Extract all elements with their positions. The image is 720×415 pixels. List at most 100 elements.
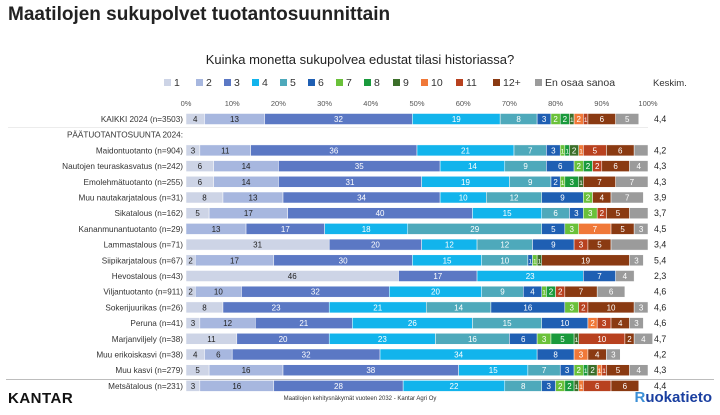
data-label-r4-s6: 2 [553,178,558,187]
x-tick-label-7: 70% [502,99,517,108]
data-label-r12-s12: 10 [607,303,616,312]
data-label-r15-s6: 8 [553,351,558,360]
data-label-r17-s9: 1 [575,384,579,391]
row-label-3: Nautojen teuraskasvatus (n=242) [62,162,183,171]
data-label-r6-s3: 40 [376,209,385,218]
data-label-r14-s4: 23 [378,335,387,344]
data-label-r16-s5: 7 [542,366,547,375]
legend-swatch-8 [364,79,371,86]
data-label-r3-s12: 6 [613,162,618,171]
data-label-r11-s5: 9 [500,288,505,297]
data-label-r13-s5: 15 [503,319,512,328]
legend-swatch-3 [224,79,231,86]
ruokatieto-logo: Ruokatieto [634,389,712,406]
data-label-r0-s11: 1 [584,117,588,124]
data-label-r6-s4: 15 [503,209,512,218]
group-header: PÄÄTUOTANTOSUUNTA 2024: [67,130,183,140]
data-label-r9-s13: 3 [634,256,639,265]
data-label-r7-s5: 29 [470,225,479,234]
data-label-r9-s4: 15 [443,256,452,265]
data-label-r2-s6: 3 [551,146,556,155]
data-label-r5-s3: 34 [357,194,366,203]
data-label-r11-s4: 20 [431,288,440,297]
data-label-r11-s8: 2 [549,288,554,297]
bar-segment-r4-s13 [615,176,649,188]
data-label-r9-s2: 17 [230,256,239,265]
data-label-r17-s11: 6 [595,382,600,391]
data-label-r16-s6: 3 [565,366,570,375]
bar-segment-r7-s13 [633,223,649,235]
data-label-r13-s2: 12 [223,319,232,328]
mean-value-15: 4,2 [654,350,666,360]
data-label-r8-s1: 31 [253,241,262,250]
data-label-r12-s5: 14 [454,303,463,312]
data-label-r15-s1: 4 [193,351,198,360]
data-label-r10-s4: 23 [526,272,535,281]
legend-swatch-7 [336,79,343,86]
mean-value-10: 2,3 [654,271,666,281]
bar-segment-r6-s13 [629,207,649,219]
data-label-r12-s7: 3 [570,303,575,312]
data-label-r3-s11: 2 [595,162,600,171]
legend-swatch-12 [493,79,500,86]
data-label-r15-s3: 32 [302,351,311,360]
data-label-r11-s3: 32 [311,288,320,297]
data-label-r3-s6: 6 [558,162,563,171]
data-label-r14-s9: 1 [575,337,579,344]
data-label-r2-s8: 1 [565,148,569,155]
legend-label-7: 7 [346,77,352,89]
data-label-r13-s13: 3 [634,319,639,328]
data-label-r8-s11: 3 [579,241,584,250]
data-label-r16-s7: 2 [576,366,581,375]
data-label-r15-s13: 3 [611,351,616,360]
data-label-r8-s4: 12 [445,241,454,250]
legend-label-5: 5 [290,77,296,89]
data-label-r9-s1: 2 [188,256,193,265]
data-label-r3-s13: 4 [637,162,642,171]
data-label-r13-s11: 3 [602,319,607,328]
data-label-r3-s2: 14 [242,162,251,171]
data-label-r0-s5: 8 [516,115,521,124]
data-label-r16-s8: 1 [584,368,588,375]
data-label-r17-s8: 2 [567,382,572,391]
data-label-r11-s13: 6 [609,288,614,297]
data-label-r16-s13: 4 [637,366,642,375]
data-label-r7-s13: 3 [639,225,644,234]
row-label-10: Hevostalous (n=43) [112,272,183,281]
footer-divider [6,379,714,380]
mean-value-9: 5,4 [654,255,666,265]
data-label-r15-s10: 3 [579,351,584,360]
data-label-r17-s10: 1 [579,384,583,391]
data-label-r4-s9: 1 [579,180,583,187]
row-label-5: Muu nautakarjatalous (n=31) [79,194,184,203]
x-tick-label-3: 30% [317,99,332,108]
data-label-r2-s12: 6 [618,146,623,155]
bar-segment-r10-s13 [615,270,635,282]
bar-segment-r13-s13 [629,317,644,329]
data-label-r13-s3: 21 [299,319,308,328]
x-tick-label-0: 0% [181,99,192,108]
data-label-r0-s6: 3 [542,115,547,124]
row-label-7: Kananmunantuotanto (n=29) [79,225,184,234]
row-label-12: Sokerijuurikas (n=26) [105,303,183,312]
mean-value-0: 4,4 [654,114,666,124]
data-label-r2-s7: 1 [561,148,565,155]
bar-segment-r2-s13 [633,144,649,157]
data-label-r14-s11: 10 [597,335,606,344]
mean-value-7: 4,5 [654,224,666,234]
mean-value-16: 4,3 [654,365,666,375]
data-label-r6-s7: 3 [588,209,593,218]
bar-segment-r3-s13 [629,160,649,172]
data-label-r15-s2: 6 [216,351,221,360]
data-label-r7-s2: 13 [212,225,221,234]
row-label-11: Viljantuotanto (n=911) [103,288,183,297]
ruokatieto-logo-r: R [634,389,646,406]
data-label-r0-s13: 5 [625,115,630,124]
data-label-r4-s5: 9 [528,178,533,187]
data-label-r9-s9: 1 [538,258,542,265]
data-label-r11-s6: 4 [530,288,535,297]
row-label-17: Metsätalous (n=231) [108,382,183,391]
legend-label-12: 12+ [503,77,521,89]
legend-label-10: 10 [431,77,443,89]
